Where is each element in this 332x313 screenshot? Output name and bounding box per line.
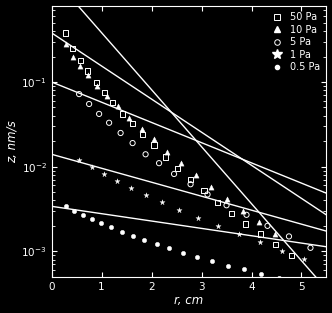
Point [130,233,135,238]
Point [80,213,85,218]
Point [108,225,113,230]
Point [176,207,182,212]
Point [94,83,99,88]
Point [120,111,125,116]
Point [110,100,115,105]
Point [151,142,157,147]
Point [85,73,90,78]
Point [164,149,169,154]
Point [140,132,145,137]
Point [70,46,75,51]
Point [295,280,300,285]
Point [180,250,185,255]
Point [139,126,144,131]
Point [71,208,77,213]
Point [308,245,313,250]
Legend: 50 Pa, 10 Pa, 5 Pa, 1 Pa, 0.5 Pa: 50 Pa, 10 Pa, 5 Pa, 1 Pa, 0.5 Pa [265,10,322,74]
Point [205,192,210,197]
Point [97,111,102,116]
Point [258,239,263,244]
Point [89,217,94,222]
Point [156,161,162,166]
Point [209,259,214,264]
Point [195,215,200,220]
Point [243,222,248,227]
Y-axis label: z, nm/s: z, nm/s [6,120,19,162]
Point [130,121,135,126]
Point [63,30,68,35]
Point [265,223,270,228]
Point [224,203,229,208]
Point [107,120,112,125]
Point [236,232,242,237]
Point [273,242,278,247]
Point [86,101,92,106]
Point [215,200,220,205]
Point [289,253,294,258]
Point [259,271,264,276]
Point [89,165,94,170]
Point [175,166,180,171]
Point [143,152,148,157]
Point [193,172,198,177]
Point [102,90,107,95]
Point [301,256,307,261]
Point [130,141,135,146]
Point [151,137,157,142]
Point [241,267,247,272]
Point [94,80,99,85]
Point [286,234,291,239]
Point [215,223,220,228]
Point [126,115,132,120]
Point [188,177,193,182]
Point [258,232,263,237]
Point [171,172,177,177]
Point [143,193,148,198]
Point [76,92,82,97]
Point [244,212,249,217]
Point [280,249,285,254]
Point [114,178,119,183]
Point [77,64,83,69]
Point [102,172,107,177]
Point [77,58,83,63]
Point [76,157,82,162]
Point [229,211,234,216]
Point [313,285,318,290]
Point [178,161,183,166]
Point [188,182,193,187]
Point [63,204,68,209]
Point [276,276,282,281]
Point [141,238,147,243]
X-axis label: r, cm: r, cm [174,295,204,307]
Point [240,208,245,213]
Point [208,184,213,189]
Point [256,220,262,225]
Point [98,221,103,226]
Point [63,42,68,47]
Point [159,200,164,205]
Point [128,186,133,191]
Point [224,196,229,201]
Point [118,131,123,136]
Point [225,263,230,268]
Point [119,229,124,234]
Point [85,69,90,74]
Point [154,242,159,247]
Point [115,104,120,109]
Point [163,155,168,160]
Point [273,232,278,237]
Point [202,188,207,193]
Point [166,246,172,251]
Point [194,254,199,259]
Point [70,54,75,59]
Point [104,94,109,99]
